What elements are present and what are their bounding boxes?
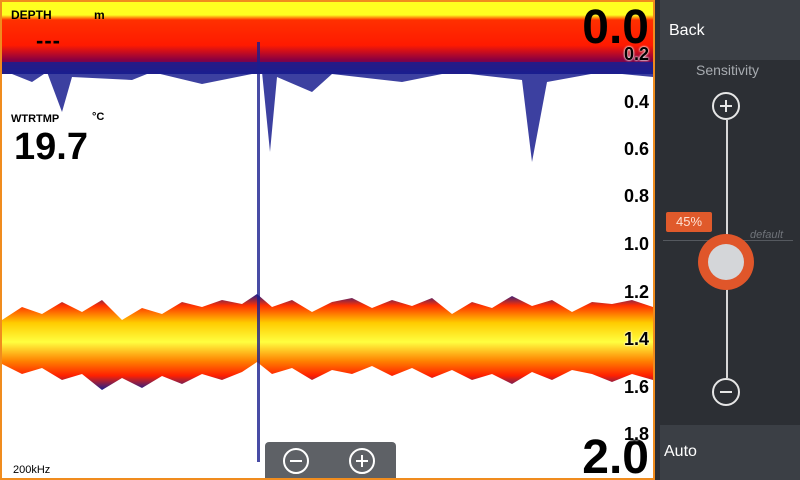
back-label: Back [669, 22, 705, 39]
sensitivity-increase-button[interactable] [712, 92, 740, 120]
depth-scale-label: 1.4 [623, 329, 649, 349]
depth-scale-label: 0.8 [623, 186, 649, 206]
auto-label: Auto [664, 443, 697, 460]
depth-unit: m [94, 8, 105, 22]
zoom-out-button[interactable] [283, 448, 309, 474]
transducer-mark [257, 42, 260, 462]
surface-clutter-edge [2, 62, 653, 162]
sonar-echo-image [2, 2, 653, 462]
sensitivity-value-badge: 45% [666, 212, 712, 232]
sensitivity-label: Sensitivity [695, 62, 760, 78]
depth-label: DEPTH [11, 8, 52, 22]
sonar-view[interactable]: DEPTH m --- WTRTMP °C 19.7 0.0 2.0 0.2 0… [0, 0, 655, 480]
depth-value: --- [36, 28, 61, 53]
range-top-value: 0.0 [582, 1, 649, 54]
sensitivity-slider-handle[interactable] [698, 234, 754, 290]
depth-scale-label: 0.6 [623, 139, 649, 159]
frequency-label: 200kHz [13, 464, 51, 476]
back-button[interactable]: Back [660, 0, 800, 60]
water-temp-unit: °C [92, 111, 105, 123]
depth-scale-label: 1.6 [623, 377, 649, 397]
depth-scale-label: 1.2 [623, 282, 649, 302]
sensitivity-panel: Back Sensitivity default 45% Auto [655, 0, 800, 480]
zoom-toolbar [265, 442, 396, 478]
bottom-echo-band [2, 294, 653, 390]
depth-scale-label: 0.2 [623, 44, 649, 64]
depth-scale-label: 1.0 [623, 234, 649, 254]
zoom-in-button[interactable] [349, 448, 375, 474]
range-bottom-value: 2.0 [582, 431, 649, 480]
depth-scale-label: 0.4 [623, 92, 649, 112]
water-temp-label: WTRTMP [11, 113, 60, 125]
depth-scale-label: 1.8 [623, 424, 649, 444]
water-temp-value: 19.7 [14, 126, 88, 168]
slider-handle-knob [708, 244, 744, 280]
default-marker-label: default [750, 229, 784, 241]
auto-button[interactable]: Auto [660, 425, 800, 480]
sensitivity-decrease-button[interactable] [712, 378, 740, 406]
